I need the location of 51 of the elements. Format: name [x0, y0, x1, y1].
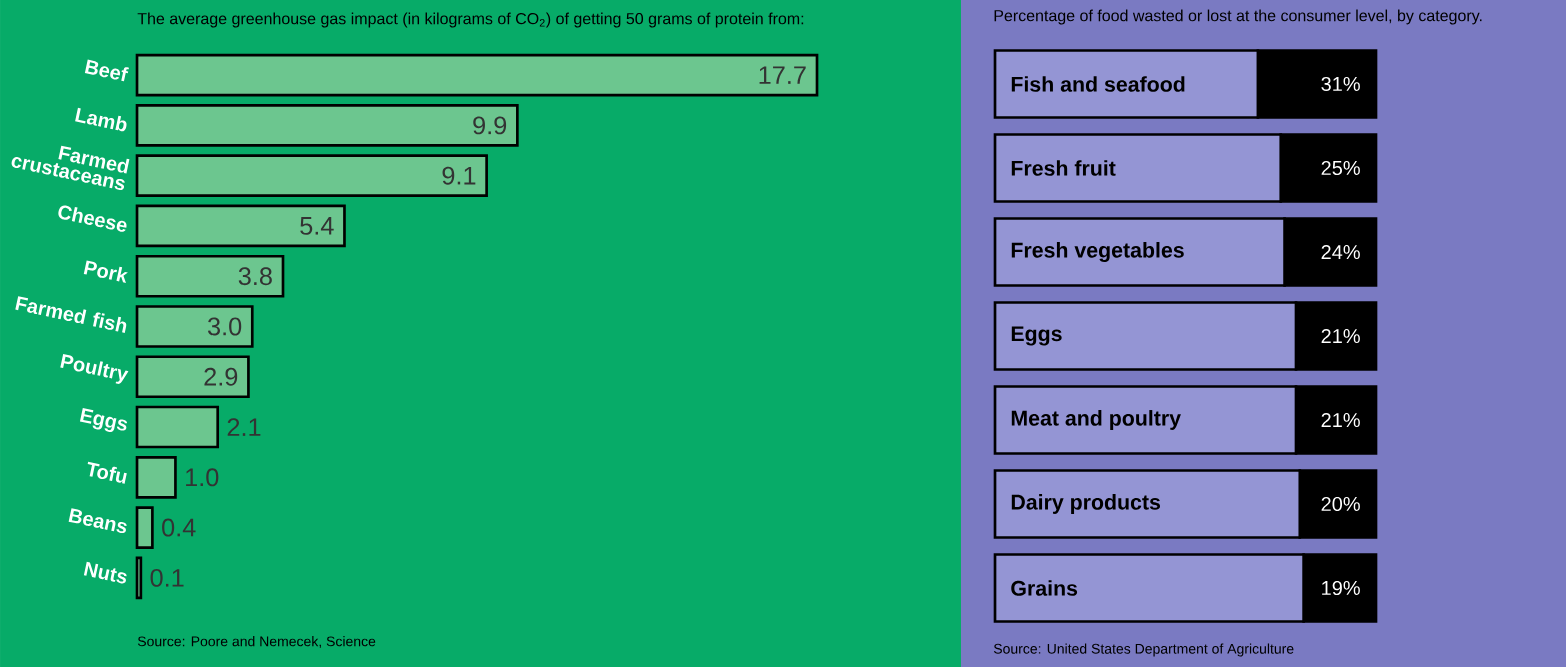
y-tick-label: Farmed crustaceans [11, 145, 130, 191]
bar [135, 254, 285, 298]
bar [135, 305, 254, 348]
y-tick-label: Lamb [75, 107, 127, 132]
data-label: 25% [1321, 160, 1360, 176]
bar [135, 455, 177, 499]
data-label: 9.1 [442, 166, 476, 185]
y-tick-label: Pork [83, 260, 128, 283]
source-note: Source: United States Department of Agriculture [993, 643, 1294, 657]
bar [135, 53, 819, 97]
y-tick-label: Meat and poultry [1011, 410, 1181, 430]
source-note: Source: Poore and Nemecek, Science [137, 636, 376, 648]
y-tick-label: Nuts [83, 561, 127, 584]
data-label: 5.4 [300, 217, 334, 235]
data-label: 3.8 [238, 267, 272, 286]
y-tick-label: Fresh fruit [1011, 160, 1116, 176]
y-tick-label: Farmed fish [15, 296, 127, 333]
y-tick-label: Cheese [58, 205, 127, 232]
data-label: 2.1 [227, 418, 261, 436]
data-label: 21% [1321, 412, 1360, 428]
data-label: 21% [1321, 328, 1360, 344]
data-label: 31% [1321, 76, 1360, 92]
chart-title: The average greenhouse gas impact (in kilograms of CO$_{2}$) of getting 50 grams of protein from: [137, 12, 804, 28]
bar [135, 556, 143, 600]
y-tick-label: Grains [1011, 580, 1078, 596]
data-label: 9.9 [473, 116, 507, 135]
y-tick-label: Beef [84, 59, 129, 82]
data-label: 0.1 [150, 568, 184, 587]
y-tick-label: Dairy products [1011, 494, 1161, 514]
y-tick-label: Beans [68, 508, 127, 534]
bar [135, 154, 488, 198]
y-tick-label: Fresh vegetables [1011, 242, 1184, 262]
y-tick-label: Eggs [79, 407, 128, 433]
bar [135, 506, 154, 549]
bar [135, 405, 220, 449]
data-label: 1.0 [186, 468, 219, 487]
data-label: 24% [1321, 244, 1360, 260]
data-label: 2.9 [204, 367, 238, 386]
data-label: 0.4 [162, 518, 196, 537]
y-tick-label: Tofu [87, 461, 127, 484]
chart-title: Percentage of food wasted or lost at the consumer level, by category. [994, 9, 1482, 25]
data-label: 3.0 [207, 317, 242, 336]
bar [135, 204, 346, 248]
bar [135, 104, 519, 147]
data-label: 17.7 [759, 66, 806, 84]
y-tick-label: Fish and seafood [1011, 76, 1185, 92]
data-label: 20% [1321, 496, 1360, 512]
y-tick-label: Eggs [1011, 326, 1062, 346]
data-label: 19% [1322, 580, 1360, 596]
y-tick-label: Poultry [60, 353, 129, 384]
bar [135, 355, 250, 399]
